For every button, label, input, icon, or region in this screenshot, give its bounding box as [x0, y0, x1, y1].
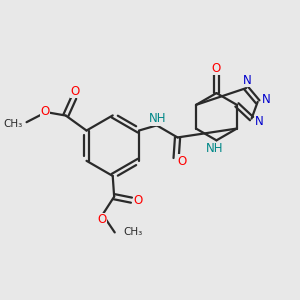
Text: N: N [262, 93, 271, 106]
Text: O: O [70, 85, 80, 98]
Text: O: O [178, 154, 187, 168]
Text: O: O [40, 105, 49, 118]
Text: CH₃: CH₃ [123, 227, 142, 237]
Text: CH₃: CH₃ [3, 119, 22, 129]
Text: O: O [133, 194, 142, 207]
Text: O: O [212, 61, 221, 74]
Text: NH: NH [149, 112, 167, 125]
Text: O: O [98, 213, 107, 226]
Text: NH: NH [206, 142, 224, 155]
Text: N: N [255, 115, 264, 128]
Text: N: N [242, 74, 251, 87]
